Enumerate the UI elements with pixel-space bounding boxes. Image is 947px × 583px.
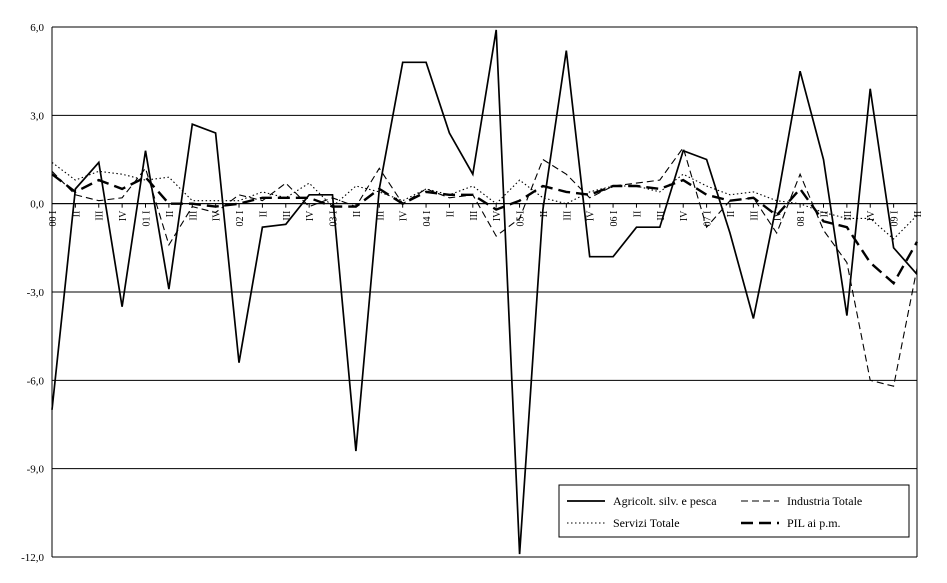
series-lines	[51, 29, 919, 555]
x-tick-label: III	[282, 211, 293, 221]
x-tick-label: IV	[118, 210, 129, 221]
y-tick-label: 6,0	[30, 22, 44, 34]
series-line-4	[51, 173, 919, 286]
x-tick-label: 04 I	[422, 211, 433, 227]
series-line-1	[51, 29, 918, 555]
x-tick-label: IV	[586, 210, 597, 221]
x-tick-label: IV	[399, 210, 410, 221]
x-tick-label: III	[656, 211, 667, 221]
legend-label: Servizi Totale	[613, 516, 680, 530]
x-tick-label: 06 I	[609, 211, 620, 227]
y-tick-label: 3,0	[30, 110, 44, 122]
legend-label: PIL ai p.m.	[787, 516, 841, 530]
x-tick-label: III	[375, 211, 386, 221]
x-tick-label: III	[469, 211, 480, 221]
series-line-2	[51, 146, 918, 387]
x-tick-label: II	[445, 211, 456, 218]
y-tick-label: -9,0	[27, 464, 45, 476]
x-tick-label: 01 I	[142, 211, 153, 227]
legend: Agricolt. silv. e pesca Industria Totale S…	[558, 484, 910, 538]
x-tick-label: II	[913, 211, 924, 218]
x-tick-label: 00 I	[48, 211, 59, 227]
x-tick-label: 05 I	[516, 211, 527, 227]
x-tick-label: II	[539, 211, 550, 218]
x-tick-label: III	[843, 211, 854, 221]
y-tick-label: 0,0	[30, 199, 44, 211]
x-tick-label: II	[632, 211, 643, 218]
x-tick-label: IV	[492, 210, 503, 221]
x-tick-label: III	[95, 211, 106, 221]
x-tick-label: II	[258, 211, 269, 218]
y-axis-ticks: 6,0 3,0 0,0 -3,0 -6,0 -9,0 -12,0	[21, 22, 44, 564]
y-tick-label: -3,0	[27, 287, 45, 299]
x-tick-label: II	[352, 211, 363, 218]
x-tick-label: IV	[212, 210, 223, 221]
legend-label: Agricolt. silv. e pesca	[613, 494, 717, 508]
x-tick-label: 07 I	[703, 211, 714, 227]
x-tick-label: IV	[679, 210, 690, 221]
y-tick-label: -12,0	[21, 552, 44, 564]
x-tick-label: IV	[866, 210, 877, 221]
x-tick-label: 09 I	[890, 211, 901, 227]
x-tick-label: IV	[773, 210, 784, 221]
y-tick-label: -6,0	[27, 375, 45, 387]
x-tick-label: 08 I	[796, 211, 807, 227]
x-tick-label: III	[749, 211, 760, 221]
x-tick-label: II	[726, 211, 737, 218]
x-tick-label: IV	[305, 210, 316, 221]
x-tick-label: II	[819, 211, 830, 218]
legend-box	[558, 484, 910, 538]
x-tick-label: III	[188, 211, 199, 221]
x-tick-label: III	[562, 211, 573, 221]
legend-label: Industria Totale	[787, 494, 862, 508]
x-tick-label: II	[71, 211, 82, 218]
x-tick-label: 02 I	[235, 211, 246, 227]
series-line-3	[51, 161, 918, 240]
x-tick-label: II	[165, 211, 176, 218]
